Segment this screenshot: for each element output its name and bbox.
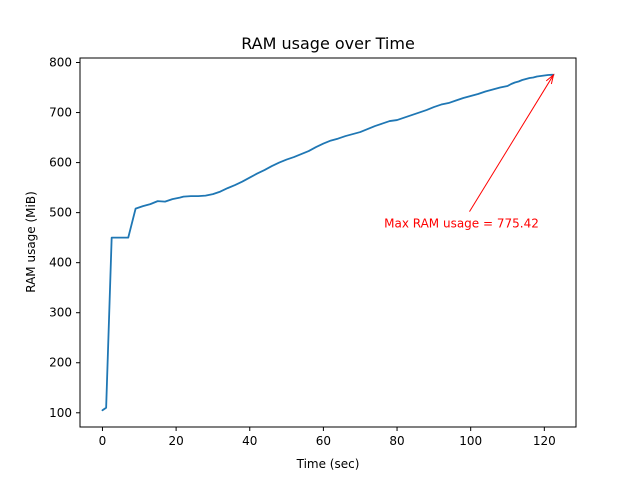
- x-axis-label: Time (sec): [296, 457, 360, 471]
- y-tick-label: 500: [49, 206, 72, 220]
- y-tick-label: 200: [49, 356, 72, 370]
- y-tick-label: 300: [49, 306, 72, 320]
- chart-title: RAM usage over Time: [241, 34, 415, 53]
- x-tick-label: 100: [459, 434, 482, 448]
- x-tick-label: 120: [533, 434, 556, 448]
- y-tick-label: 700: [49, 106, 72, 120]
- x-axis-ticks: 0 20 40 60 80 100 120: [99, 427, 556, 448]
- y-tick-label: 600: [49, 156, 72, 170]
- x-tick-label: 20: [168, 434, 183, 448]
- plot-frame: [79, 57, 577, 428]
- plot-area: [80, 58, 576, 427]
- ram-usage-series-line: [101, 73, 555, 412]
- y-axis-label: RAM usage (MiB): [24, 191, 38, 293]
- y-axis-ticks: 100 200 300 400 500 600 700 800: [49, 56, 80, 420]
- x-tick-label: 40: [242, 434, 257, 448]
- annotation-arrow-line: [469, 74, 554, 212]
- annotation-text: Max RAM usage = 775.42: [384, 217, 539, 231]
- x-tick-label: 60: [316, 434, 331, 448]
- y-tick-label: 400: [49, 256, 72, 270]
- annotation-arrow-head: [545, 73, 555, 85]
- y-tick-label: 100: [49, 406, 72, 420]
- x-tick-label: 0: [99, 434, 107, 448]
- x-tick-label: 80: [389, 434, 404, 448]
- max-ram-annotation: Max RAM usage = 775.42: [384, 73, 555, 231]
- y-tick-label: 800: [49, 56, 72, 70]
